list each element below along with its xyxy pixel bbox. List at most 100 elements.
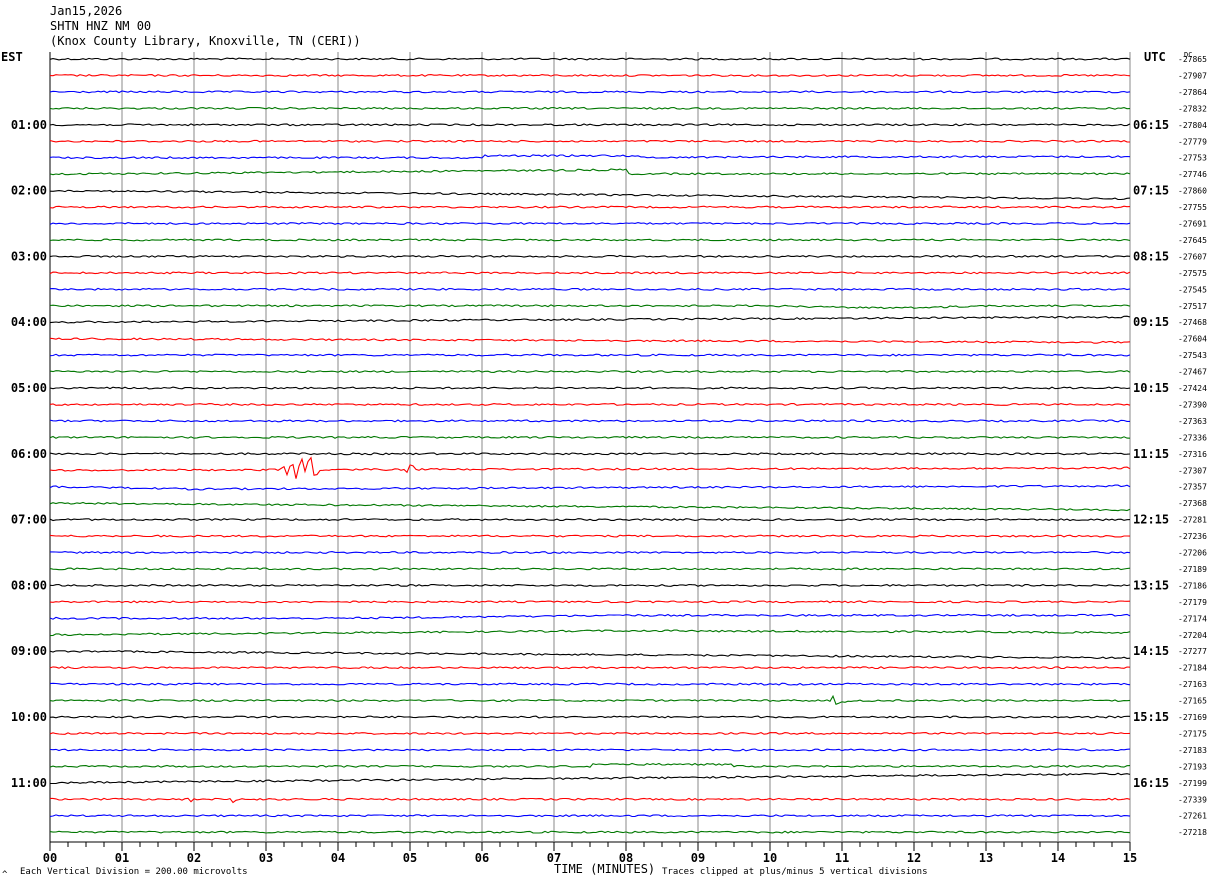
dc-offset-label: -27179	[1178, 598, 1207, 607]
corner-mark: ^	[2, 870, 8, 880]
x-tick-label: 03	[259, 851, 273, 865]
trace-line	[49, 501, 1131, 512]
dc-offset-label: -27860	[1178, 187, 1207, 196]
trace-line	[50, 797, 1131, 804]
x-tick-label: 02	[187, 851, 201, 865]
trace-line	[49, 57, 1131, 61]
trace-line	[49, 534, 1131, 538]
trace-line	[49, 106, 1131, 110]
trace-line	[49, 168, 1131, 176]
trace-line	[49, 370, 1131, 374]
trace-line	[49, 748, 1131, 752]
trace-line	[49, 337, 1131, 344]
dc-offset-label: -27517	[1178, 302, 1207, 311]
dc-offset-label: -27236	[1178, 532, 1207, 541]
dc-offset-label: -27218	[1178, 828, 1207, 837]
trace-line	[49, 304, 1131, 310]
est-hour-label: 08:00	[11, 578, 47, 592]
date-label: Jan15,2026	[50, 4, 123, 18]
x-tick-label: 12	[907, 851, 921, 865]
trace-line	[49, 435, 1131, 439]
trace-line	[49, 456, 1131, 479]
dc-offset-label: -27316	[1178, 450, 1207, 459]
dc-offset-label: -27189	[1178, 565, 1207, 574]
trace-line	[49, 73, 1131, 77]
dc-offset-label: -27467	[1178, 368, 1207, 377]
dc-offset-label: -27163	[1178, 680, 1207, 689]
utc-hour-label: 07:15	[1133, 184, 1169, 198]
dc-offset-label: -27543	[1178, 351, 1207, 360]
dc-offset-label: -27390	[1178, 400, 1207, 409]
trace-line	[49, 732, 1131, 735]
dc-offset-label: -27832	[1178, 104, 1207, 113]
trace-line	[49, 90, 1131, 94]
x-axis-title: TIME (MINUTES)	[554, 862, 656, 876]
est-hour-label: 04:00	[11, 315, 47, 329]
utc-hour-label: 06:15	[1133, 118, 1169, 132]
utc-axis-label: UTC	[1144, 50, 1166, 64]
station-label: SHTN HNZ NM 00	[50, 19, 152, 33]
trace-line	[49, 154, 1131, 160]
dc-offset-label: -27281	[1178, 516, 1207, 525]
x-tick-label: 06	[475, 851, 489, 865]
trace-line	[49, 254, 1131, 258]
trace-line	[50, 772, 1131, 785]
trace-line	[49, 205, 1131, 209]
dc-offset-label: -27545	[1178, 285, 1207, 294]
dc-offset-label: -27779	[1178, 137, 1207, 146]
dc-offset-label: -27753	[1178, 154, 1207, 163]
dc-offset-label: -27604	[1178, 335, 1207, 344]
dc-offset-label: -27907	[1178, 71, 1207, 80]
x-tick-label: 09	[691, 851, 705, 865]
trace-line	[49, 189, 1131, 201]
utc-hour-label: 11:15	[1133, 447, 1169, 461]
dc-offset-label: -27175	[1178, 729, 1207, 738]
trace-line	[49, 583, 1131, 587]
dc-offset-label: -27199	[1178, 779, 1207, 788]
x-tick-label: 15	[1123, 851, 1137, 865]
trace-line	[49, 271, 1131, 275]
trace-line	[49, 419, 1130, 423]
dc-offset-label: -27184	[1178, 664, 1207, 673]
utc-hour-label: 10:15	[1133, 381, 1169, 395]
dc-offset-label: -27165	[1178, 697, 1207, 706]
x-tick-label: 10	[763, 851, 777, 865]
dc-offset-label: -27336	[1178, 433, 1207, 442]
x-tick-label: 04	[331, 851, 345, 865]
trace-line	[49, 518, 1131, 522]
utc-hour-label: 12:15	[1133, 513, 1169, 527]
x-tick-label: 07	[547, 851, 561, 865]
dc-offset-label: -27691	[1178, 220, 1207, 229]
dc-offset-label: -27368	[1178, 499, 1207, 508]
trace-line	[49, 629, 1131, 637]
est-hour-label: 02:00	[11, 184, 47, 198]
dc-offset-label: -27307	[1178, 466, 1207, 475]
trace-line	[49, 682, 1131, 686]
dc-offset-label: -27755	[1178, 203, 1207, 212]
x-tick-label: 08	[619, 851, 633, 865]
x-tick-label: 13	[979, 851, 993, 865]
clip-note: Traces clipped at plus/minus 5 vertical …	[662, 867, 928, 877]
trace-line	[49, 238, 1131, 242]
trace-line	[49, 600, 1131, 604]
dc-offset-label: -27357	[1178, 483, 1207, 492]
trace-line	[49, 386, 1131, 390]
x-tick-label: 05	[403, 851, 417, 865]
trace-line	[49, 123, 1131, 127]
dc-offset-label: -27204	[1178, 631, 1207, 640]
est-hour-label: 03:00	[11, 249, 47, 263]
trace-line	[49, 567, 1131, 571]
dc-offset-label: -27206	[1178, 549, 1207, 558]
trace-line	[49, 315, 1131, 324]
dc-offset-label: -27174	[1178, 614, 1207, 623]
x-tick-label: 14	[1051, 851, 1065, 865]
est-axis-label: EST	[1, 50, 23, 64]
dc-offset-label: -27339	[1178, 795, 1207, 804]
trace-line	[49, 650, 1131, 660]
est-hour-label: 09:00	[11, 644, 47, 658]
est-hour-label: 07:00	[11, 513, 47, 527]
utc-hour-label: 16:15	[1133, 776, 1169, 790]
dc-offset-label: -27277	[1178, 647, 1207, 656]
trace-line	[49, 814, 1131, 818]
